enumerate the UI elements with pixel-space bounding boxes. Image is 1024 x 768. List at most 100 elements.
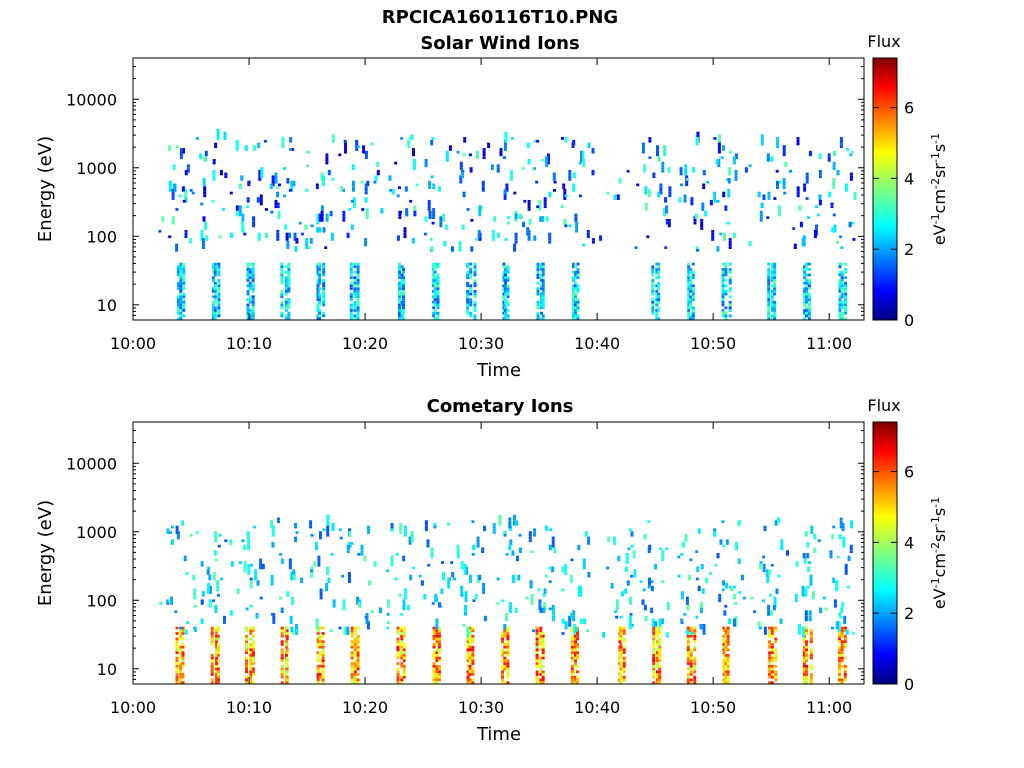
heatmap-cell [435,678,439,682]
heatmap-cell [289,139,293,143]
heatmap-cell [496,602,500,605]
heatmap-cell [763,629,767,633]
heatmap-cell [280,268,284,271]
heatmap-cell [245,645,248,649]
heatmap-cell [182,279,186,282]
heatmap-cell [538,599,542,603]
heatmap-cell [564,569,568,573]
heatmap-cell [661,550,665,553]
heatmap-cell [280,670,284,674]
heatmap-cell [535,651,539,654]
heatmap-cell [569,574,573,578]
heatmap-cell [353,629,357,633]
heatmap-cell [763,528,767,532]
heatmap-cell [249,583,253,586]
heatmap-cell [841,523,845,526]
heatmap-cell [724,664,728,668]
heatmap-cell [466,664,470,668]
heatmap-cell [767,284,771,288]
heatmap-cell [767,300,771,304]
heatmap-cell [813,533,817,537]
heatmap-cell [330,235,334,239]
heatmap-cell [838,303,842,307]
panel-title: Solar Wind Ions [420,33,579,54]
heatmap-cell [766,156,770,159]
heatmap-cell [321,673,325,676]
heatmap-cell [287,276,291,279]
heatmap-cell [246,533,250,537]
heatmap-cell [332,602,336,605]
heatmap-cell [786,553,789,556]
heatmap-cell [803,309,807,312]
heatmap-cell [536,281,540,285]
heatmap-cell [200,563,204,567]
heatmap-cell [718,139,721,143]
heatmap-cell [807,268,811,271]
heatmap-cell [830,205,834,209]
heatmap-cell [807,311,811,315]
heatmap-cell [574,298,577,301]
heatmap-cell [466,654,470,657]
heatmap-cell [295,531,299,534]
heatmap-cell [532,629,536,633]
heatmap-cell [767,191,771,195]
heatmap-cell [803,292,807,296]
heatmap-cell [628,615,632,619]
heatmap-cell [396,235,400,239]
heatmap-cell [737,561,741,564]
heatmap-cell [348,208,352,211]
heatmap-cell [663,213,666,217]
heatmap-cell [247,569,251,573]
heatmap-cell [574,651,577,654]
heatmap-cell [437,656,441,660]
heatmap-cell [248,300,252,304]
heatmap-cell [211,262,215,266]
heatmap-cell [471,553,475,556]
heatmap-cell [353,287,357,290]
heatmap-cell [321,634,325,638]
heatmap-cell [717,150,721,154]
heatmap-cell [572,311,575,315]
heatmap-cell [473,300,477,304]
heatmap-cell [316,673,320,676]
heatmap-cell [324,246,328,249]
heatmap-cell [433,290,437,293]
heatmap-cell [310,574,314,578]
heatmap-cell [551,544,555,548]
heatmap-cell [506,670,510,674]
heatmap-cell [508,610,512,613]
heatmap-cell [320,172,324,176]
heatmap-cell [574,287,577,290]
heatmap-cell [748,243,752,247]
heatmap-cell [276,194,280,198]
heatmap-cell [691,306,695,310]
heatmap-cell [687,295,691,299]
heatmap-cell [805,311,808,315]
heatmap-cell [535,664,539,668]
heatmap-cell [818,153,822,157]
heatmap-cell [322,268,326,271]
heatmap-cells [159,514,855,684]
heatmap-cell [776,142,780,146]
heatmap-cell [316,670,320,674]
heatmap-cell [561,137,564,140]
heatmap-cell [539,216,543,219]
heatmap-cell [316,265,320,269]
heatmap-cell [396,238,400,241]
heatmap-cell [398,300,401,304]
heatmap-cell [503,533,507,537]
heatmap-cell [702,626,706,630]
heatmap-cell [504,270,507,274]
heatmap-cell [797,626,801,630]
heatmap-cell [321,659,325,663]
heatmap-cell [696,131,700,135]
heatmap-cell [439,224,443,228]
heatmap-cell [801,629,805,633]
heatmap-cell [246,276,250,279]
heatmap-cell [786,550,789,553]
heatmap-cell [686,678,690,682]
heatmap-cell [493,219,497,222]
heatmap-cell [408,536,412,540]
heatmap-cell [576,284,580,288]
heatmap-cell [553,547,557,551]
